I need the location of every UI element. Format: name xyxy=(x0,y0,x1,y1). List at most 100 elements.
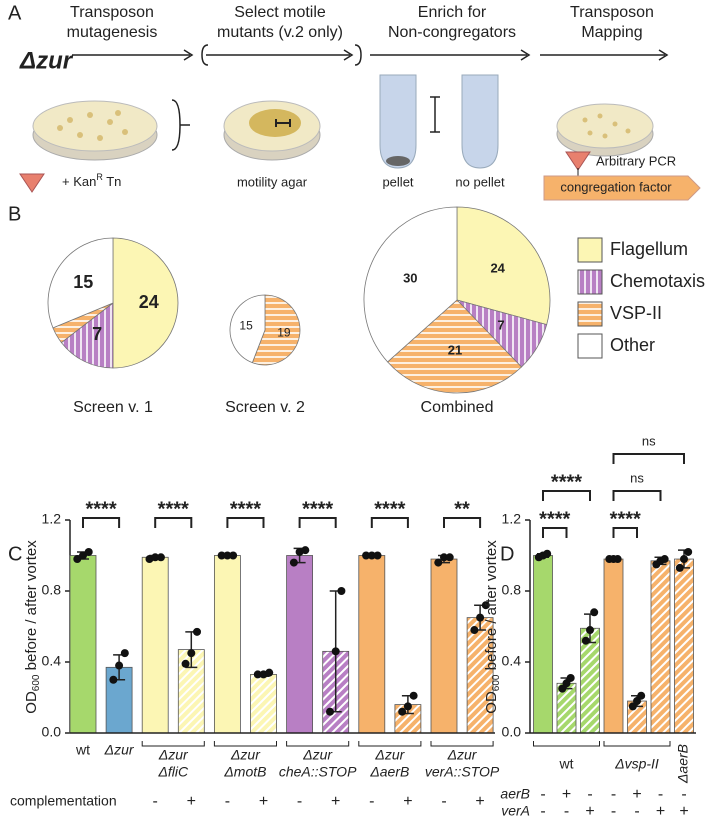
data-point xyxy=(301,546,310,555)
bar xyxy=(650,560,671,734)
data-point xyxy=(398,707,407,716)
x-group-label: Δzur xyxy=(302,747,333,763)
pie-slice xyxy=(456,206,551,326)
y-tick-label: 0.8 xyxy=(502,582,522,598)
x-group-label: ΔmotB xyxy=(223,764,266,780)
pie-slice xyxy=(229,294,266,364)
legend-label: VSP-II xyxy=(610,303,662,323)
slice-label: 30 xyxy=(403,271,417,286)
data-point xyxy=(337,587,346,595)
pie-slice xyxy=(47,237,114,329)
data-point xyxy=(680,555,688,564)
row-mark: - xyxy=(634,803,639,820)
significance-bracket xyxy=(226,517,265,528)
slice-label: 7 xyxy=(92,324,102,344)
slice-label: 7 xyxy=(497,318,504,333)
step-label: Transposon xyxy=(570,4,654,21)
y-label-text: OD xyxy=(23,691,40,714)
row-mark: - xyxy=(441,793,446,810)
data-point xyxy=(120,649,129,658)
bar xyxy=(69,555,97,734)
row-mark: + xyxy=(259,793,268,810)
group-bracket xyxy=(286,741,350,747)
bar xyxy=(286,555,314,734)
x-group-label: ΔfliC xyxy=(157,764,189,780)
data-point xyxy=(73,555,82,564)
kan-label: + KanR Tn xyxy=(62,172,121,189)
row-mark: + xyxy=(475,793,484,810)
bar xyxy=(358,555,386,734)
legend-swatch xyxy=(577,269,603,295)
significance-bracket xyxy=(443,517,482,528)
legend-label: Flagellum xyxy=(610,239,688,259)
tube-label: no pellet xyxy=(455,174,505,189)
slice-label: 24 xyxy=(139,292,159,312)
data-point xyxy=(229,551,238,560)
tube-label: pellet xyxy=(382,174,413,189)
legend-swatch xyxy=(577,301,603,327)
x-group-label: ΔaerB xyxy=(675,744,691,784)
slice-label: 15 xyxy=(239,319,253,333)
significance-label: **** xyxy=(610,508,641,530)
pie-slice xyxy=(112,237,179,369)
row-mark: + xyxy=(403,793,412,810)
y-tick-label: 1.2 xyxy=(502,511,522,527)
significance-bracket xyxy=(370,517,409,528)
step-label: Mapping xyxy=(581,24,642,41)
data-point xyxy=(440,553,448,562)
data-point xyxy=(590,608,599,617)
x-group-label: wt xyxy=(75,742,90,758)
data-point xyxy=(434,558,443,567)
group-bracket xyxy=(430,741,494,747)
x-group-label: ΔaerB xyxy=(369,764,409,780)
step-label: Select motile xyxy=(234,4,326,21)
step-label: Transposon xyxy=(70,4,154,21)
x-group-label: Δzur xyxy=(447,747,478,763)
data-point xyxy=(445,553,454,562)
bar xyxy=(141,556,169,734)
row-mark: - xyxy=(540,803,545,820)
y-axis-label: OD600 before / after vortex xyxy=(23,540,42,714)
legend-swatch xyxy=(577,237,603,263)
panel-a: A Δzur Transposon mutagenesis Select mot… xyxy=(8,2,701,201)
data-point xyxy=(581,636,590,645)
y-label-text: before / after vortex xyxy=(483,540,500,675)
x-group-label: cheA::STOP xyxy=(279,764,357,780)
step-label: mutagenesis xyxy=(67,24,158,41)
data-point xyxy=(151,553,160,562)
x-group-label: Δzur xyxy=(158,747,189,763)
row-mark: - xyxy=(297,793,302,810)
slice-label: 15 xyxy=(73,272,93,292)
bar xyxy=(213,555,241,734)
significance-label: ns xyxy=(642,433,656,448)
x-group-label: Δzur xyxy=(104,742,135,758)
significance-bracket xyxy=(298,517,337,528)
pie-slice xyxy=(60,302,114,369)
data-point xyxy=(637,691,646,700)
pie-caption: Screen v. 1 xyxy=(73,399,153,416)
y-label-text: before / after vortex xyxy=(23,540,40,675)
data-point xyxy=(109,675,118,684)
row-mark: + xyxy=(562,786,571,803)
bar xyxy=(250,674,277,734)
row-mark: - xyxy=(611,786,616,803)
y-tick-label: 0.8 xyxy=(42,582,62,598)
y-tick-label: 0.4 xyxy=(42,653,62,669)
significance-bracket xyxy=(82,517,121,528)
pie-caption: Screen v. 2 xyxy=(225,399,305,416)
row-mark: - xyxy=(681,786,686,803)
strain-label: Δzur xyxy=(19,47,74,74)
gene-label: congregation factor xyxy=(560,179,672,194)
data-point xyxy=(115,661,124,670)
slice-label: 19 xyxy=(277,326,291,340)
row-mark: - xyxy=(153,793,158,810)
y-label-sub: 600 xyxy=(31,674,42,691)
gene-arrow xyxy=(543,175,701,201)
y-label-sub: 600 xyxy=(491,674,502,691)
pie-caption: Combined xyxy=(421,399,494,416)
row-mark: + xyxy=(187,793,196,810)
y-axis-label: OD600 before / after vortex xyxy=(483,540,502,714)
x-group-label: Δzur xyxy=(230,747,261,763)
